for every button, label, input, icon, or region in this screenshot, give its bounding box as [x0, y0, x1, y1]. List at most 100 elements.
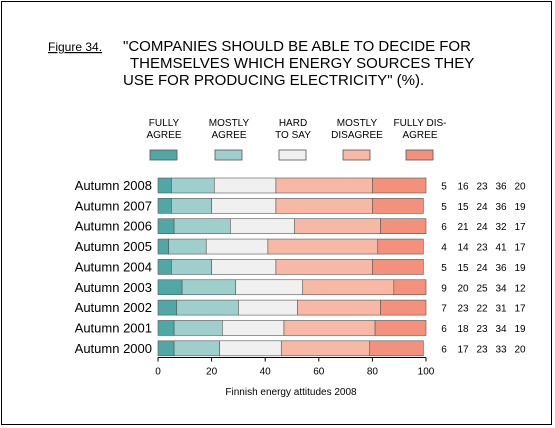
value-label-1-1: 5	[441, 182, 447, 193]
bar-segment-7-3	[238, 299, 298, 316]
value-label-8-1: 6	[441, 324, 447, 335]
bar-segment-5-2	[171, 259, 212, 275]
bar-segment-8-5	[374, 320, 427, 336]
category-label-3: Autumn 2006	[75, 219, 152, 234]
bar-segment-2-3	[211, 198, 277, 214]
legend-swatch-3	[278, 149, 307, 161]
category-label-9: Autumn 2000	[75, 341, 152, 356]
bar-segment-3-5	[380, 218, 427, 234]
legend-label-3-line-2: TO SAY	[275, 130, 311, 141]
bar-segment-1-5	[372, 177, 427, 194]
value-label-7-3: 22	[476, 304, 488, 315]
bar-segment-5-1	[157, 259, 172, 275]
value-label-5-1: 5	[441, 263, 447, 274]
value-label-4-3: 23	[476, 243, 488, 254]
value-label-1-2: 16	[457, 182, 469, 193]
x-tick-label-6: 100	[418, 367, 435, 378]
bar-segment-8-4	[283, 320, 376, 336]
bar-segment-3-1	[157, 218, 175, 234]
value-label-8-3: 23	[476, 324, 488, 335]
value-label-1-4: 36	[495, 182, 507, 193]
value-label-3-1: 6	[441, 222, 447, 233]
bar-segment-4-3	[205, 238, 269, 255]
bar-segment-9-1	[157, 340, 175, 357]
value-label-4-1: 4	[441, 243, 447, 254]
x-tick-label-3: 40	[260, 367, 272, 378]
bar-segment-1-4	[275, 177, 373, 194]
bar-segment-8-3	[222, 320, 285, 336]
legend-label-2-line-2: AGREE	[211, 130, 246, 141]
value-label-5-2: 15	[457, 263, 469, 274]
x-axis-label: Finnish energy attitudes 2008	[225, 387, 357, 398]
category-label-6: Autumn 2003	[75, 280, 152, 295]
bar-segment-1-2	[171, 177, 215, 194]
x-tick-label-1: 0	[155, 367, 161, 378]
bar-segment-3-2	[173, 218, 231, 234]
legend-swatch-5	[405, 149, 434, 161]
value-label-6-3: 25	[476, 283, 488, 294]
category-label-4: Autumn 2005	[75, 239, 152, 254]
value-label-8-2: 18	[457, 324, 469, 335]
bar-segment-4-1	[157, 238, 170, 255]
bar-segment-6-3	[235, 279, 304, 296]
bar-segment-6-5	[393, 279, 427, 296]
value-label-4-4: 41	[495, 243, 507, 254]
value-label-3-2: 21	[457, 222, 469, 233]
value-label-6-2: 20	[457, 283, 469, 294]
bar-segment-6-2	[181, 279, 237, 296]
figure-label: Figure 34.	[48, 40, 102, 54]
value-label-9-3: 23	[476, 344, 488, 355]
value-label-1-5: 20	[514, 182, 526, 193]
bar-segment-2-2	[171, 198, 212, 214]
bar-segment-5-4	[275, 259, 373, 275]
legend-label-4-line-2: DISAGREE	[331, 130, 383, 141]
x-tick-label-5: 80	[367, 367, 379, 378]
bar-segment-9-2	[173, 340, 220, 357]
bar-segment-9-5	[369, 340, 424, 357]
chart-title-line-1: "COMPANIES SHOULD BE ABLE TO DECIDE FOR	[123, 38, 471, 55]
bar-segment-3-4	[294, 218, 381, 234]
bar-segment-2-5	[372, 198, 424, 214]
bar-segment-6-1	[157, 279, 183, 296]
legend-label-5-line-1: FULLY DIS-	[394, 118, 447, 129]
legend-swatch-4	[342, 149, 371, 161]
category-label-5: Autumn 2004	[75, 259, 152, 274]
value-label-2-4: 36	[495, 202, 507, 213]
bar-segment-5-3	[211, 259, 277, 275]
value-label-5-3: 24	[476, 263, 488, 274]
value-label-5-5: 19	[514, 263, 526, 274]
bar-segment-2-1	[157, 198, 172, 214]
bar-segment-1-1	[157, 177, 172, 194]
value-label-6-1: 9	[441, 283, 447, 294]
category-label-7: Autumn 2002	[75, 300, 152, 315]
value-label-3-4: 32	[495, 222, 507, 233]
value-label-4-5: 17	[514, 243, 526, 254]
value-label-9-1: 6	[441, 344, 447, 355]
value-label-9-2: 17	[457, 344, 469, 355]
value-label-9-4: 33	[495, 344, 507, 355]
legend-label-1-line-1: FULLY	[149, 118, 180, 129]
category-label-2: Autumn 2007	[75, 198, 152, 213]
bar-segment-1-3	[213, 177, 277, 194]
legend-label-2-line-1: MOSTLY	[209, 118, 250, 129]
value-label-5-4: 36	[495, 263, 507, 274]
value-label-1-3: 23	[476, 182, 488, 193]
x-tick-label-4: 60	[313, 367, 325, 378]
value-label-8-4: 34	[495, 324, 507, 335]
bar-segment-4-2	[168, 238, 207, 255]
chart-title-line-2: THEMSELVES WHICH ENERGY SOURCES THEY	[130, 55, 474, 72]
bar-segment-2-4	[275, 198, 373, 214]
value-label-6-4: 34	[495, 283, 507, 294]
bar-segment-9-4	[280, 340, 371, 357]
value-label-3-5: 17	[514, 222, 526, 233]
value-label-7-1: 7	[441, 304, 447, 315]
value-label-4-2: 14	[457, 243, 469, 254]
bar-segment-3-3	[230, 218, 295, 234]
bar-segment-6-4	[302, 279, 395, 296]
legend-label-3-line-1: HARD	[279, 118, 307, 129]
value-label-6-5: 12	[514, 283, 526, 294]
legend-label-1-line-2: AGREE	[146, 130, 181, 141]
bar-segment-4-5	[377, 238, 424, 255]
bar-segment-8-2	[173, 320, 223, 336]
